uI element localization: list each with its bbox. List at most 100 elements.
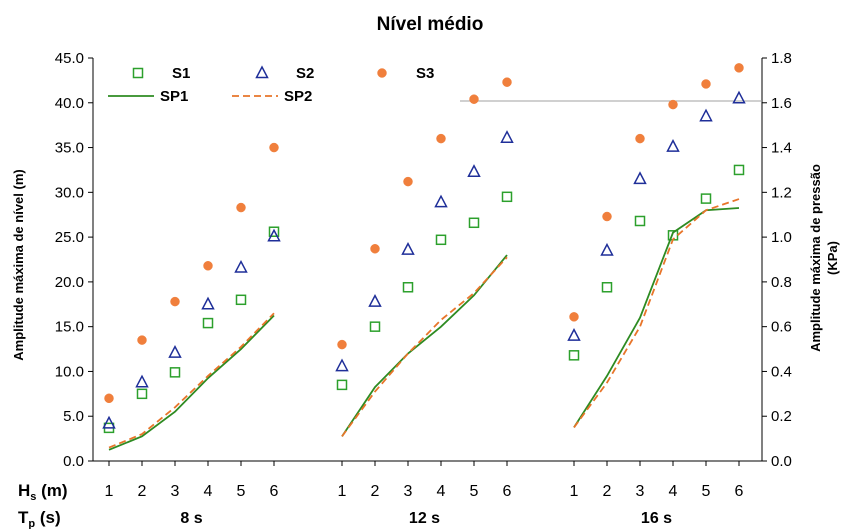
data-point-s3 [269,142,279,153]
x-tick-label: 6 [735,483,744,500]
legend-label-s2: S2 [296,65,314,82]
y-tick-label-left: 30.0 [55,184,84,201]
x-tick-label: 5 [470,483,479,500]
x-tick-label: 1 [105,483,114,500]
x-tick-label: 1 [338,483,347,500]
legend-label-sp2: SP2 [284,88,312,105]
data-point-s2 [368,293,382,307]
x-tick-label: 2 [371,483,380,500]
data-point-s3 [734,63,744,73]
series-line-sp1 [108,314,275,451]
series-line-sp2 [341,256,508,437]
data-point-s3 [569,312,579,322]
x-tick-label: 3 [171,483,180,500]
data-point-s1 [235,294,247,306]
data-point-s3 [403,176,413,187]
data-point-s1 [202,317,214,329]
y-tick-label-left: 10.0 [55,363,84,380]
x-tick-label: 1 [570,483,579,500]
data-point-s2 [467,164,481,177]
axes: 0.05.010.015.020.025.030.035.040.045.00.… [55,50,792,527]
data-point-s1 [601,282,613,293]
y-axis-left-label: Amplitude máxima de nível (m) [11,169,26,360]
data-point-s2 [135,374,149,388]
data-point-s2 [201,296,215,310]
data-point-s3 [502,77,512,87]
y-tick-label-left: 20.0 [55,274,84,291]
x-tick-label: 4 [204,483,213,500]
data-marks [102,63,746,451]
data-point-s1 [568,350,580,361]
data-point-s1 [268,226,280,237]
data-point-s1 [136,388,148,400]
data-point-s2 [500,130,514,143]
data-point-s1 [336,379,348,391]
data-point-s3 [370,244,380,254]
data-point-s1 [634,215,646,227]
data-point-s3 [377,68,387,78]
data-point-s1 [402,282,414,293]
hs-row-label: Hs (m) [18,481,68,503]
y-tick-label-left: 40.0 [55,95,84,112]
data-point-s2 [335,358,349,372]
x-tick-label: 2 [138,483,147,500]
data-point-s2 [234,259,248,273]
data-point-s1 [132,67,144,79]
x-tick-label: 5 [237,483,246,500]
y-tick-label-right: 0.6 [771,319,792,336]
data-point-s1 [733,164,745,176]
data-point-s3 [701,79,711,89]
legend: S1 S2 S3 SP1 SP2 [108,65,434,105]
data-point-s2 [666,139,680,152]
data-point-s1 [169,367,181,378]
chart-title: Nível médio [377,14,484,35]
data-point-s3 [137,335,147,345]
y-axis-right-label-line1: Amplitude máxima de pressão [808,164,823,352]
y-tick-label-left: 0.0 [63,453,84,470]
data-point-s3 [203,261,213,271]
data-point-s1 [501,191,513,203]
data-point-s3 [104,393,114,404]
x-tick-label: 3 [404,483,413,500]
data-point-s3 [436,133,446,144]
series-line-sp1 [341,254,508,437]
y-tick-label-right: 1.6 [771,95,792,112]
y-tick-label-right: 1.8 [771,50,792,67]
data-point-s3 [170,296,180,307]
y-tick-label-left: 35.0 [55,140,84,157]
data-point-s3 [337,339,347,350]
x-tick-label: 4 [437,483,446,500]
data-point-s2 [401,242,415,255]
group-label: 12 s [409,510,440,527]
y-tick-label-left: 45.0 [55,50,84,67]
y-tick-label-right: 0.2 [771,408,792,425]
y-tick-label-left: 25.0 [55,229,84,246]
x-tick-label: 4 [669,483,678,500]
y-tick-label-right: 0.4 [771,363,792,380]
series-line-sp2 [108,312,275,449]
x-tick-label: 6 [270,483,279,500]
data-point-s2 [255,65,269,79]
data-point-s2 [267,228,281,242]
data-point-s3 [602,211,612,222]
data-point-s3 [236,202,246,213]
series-line-sp2 [573,198,740,428]
x-tick-label: 3 [636,483,645,500]
y-tick-label-right: 0.0 [771,453,792,470]
y-tick-label-right: 1.2 [771,184,792,201]
y-axis-right-label-line2: (KPa) [825,241,840,275]
y-tick-label-right: 1.0 [771,229,792,246]
data-point-s2 [102,415,116,429]
series-line-sp1 [573,207,740,428]
data-point-s2 [699,108,713,122]
data-point-s2 [600,242,614,256]
x-tick-label: 2 [603,483,612,500]
data-point-s2 [168,345,182,358]
y-tick-label-left: 5.0 [63,408,84,425]
group-label: 8 s [180,510,202,527]
data-point-s3 [668,99,678,110]
y-tick-label-right: 0.8 [771,274,792,291]
y-tick-label-right: 1.4 [771,140,792,157]
x-tick-label: 5 [702,483,711,500]
